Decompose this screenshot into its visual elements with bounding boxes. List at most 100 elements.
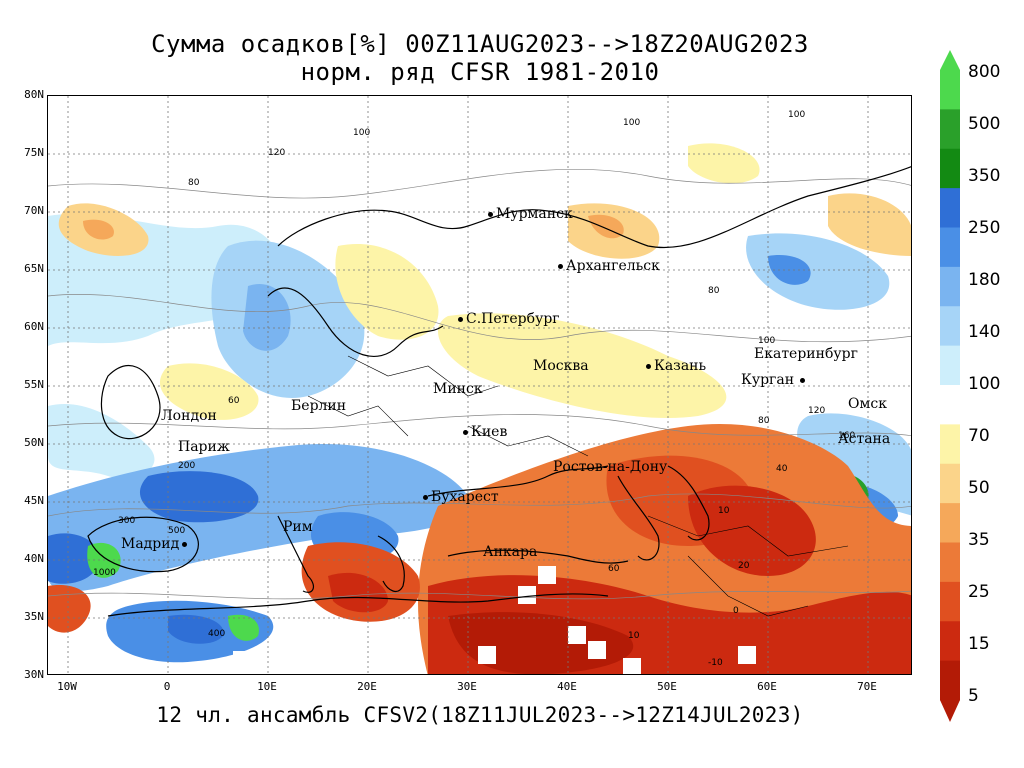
legend-swatch bbox=[940, 345, 960, 386]
contour-label: 80 bbox=[708, 286, 720, 296]
map-field bbox=[48, 96, 911, 674]
legend-swatch bbox=[940, 660, 960, 701]
lon-tick: 10E bbox=[257, 680, 277, 693]
city-rostov-on-don: Ростов-на-Дону bbox=[553, 459, 668, 475]
lat-tick: 55N bbox=[24, 378, 44, 391]
city-arkhangelsk: Архангельск bbox=[558, 258, 660, 274]
city-ankara: Анкара bbox=[483, 544, 538, 560]
city-dot-icon bbox=[182, 541, 188, 547]
contour-label: 500 bbox=[168, 526, 186, 536]
legend-swatch bbox=[940, 70, 960, 110]
legend-swatch bbox=[940, 621, 960, 662]
lat-tick: 40N bbox=[24, 552, 44, 565]
legend-swatch bbox=[940, 266, 960, 307]
contour-label: 100 bbox=[788, 110, 806, 120]
city-madrid: Мадрид bbox=[121, 536, 190, 552]
legend-swatch bbox=[940, 542, 960, 583]
map-title: Сумма осадков[%] 00Z11AUG2023-->18Z20AUG… bbox=[151, 30, 809, 58]
legend-label: 35 bbox=[968, 530, 990, 550]
city-kurgan: Курган bbox=[741, 372, 808, 388]
legend-swatch bbox=[940, 148, 960, 189]
legend-label: 15 bbox=[968, 634, 990, 654]
lat-tick: 75N bbox=[24, 146, 44, 159]
precipitation-map: 100 120 80 100 100 80 100 120 60 80 40 2… bbox=[47, 95, 912, 675]
lon-tick: 60E bbox=[757, 680, 777, 693]
contour-label: 40 bbox=[776, 464, 788, 474]
lon-tick: 70E bbox=[857, 680, 877, 693]
city-omsk: Омск bbox=[848, 396, 887, 412]
contour-label: 1000 bbox=[93, 568, 116, 578]
color-legend: 800 500 350 250 180 140 100 70 50 35 25 … bbox=[940, 50, 1024, 730]
contour-label: 120 bbox=[808, 406, 826, 416]
lat-tick: 30N bbox=[24, 668, 44, 681]
lat-tick: 35N bbox=[24, 610, 44, 623]
city-dot-icon bbox=[463, 429, 468, 435]
city-london: Лондон bbox=[161, 408, 217, 424]
city-murmansk: Мурманск bbox=[488, 206, 573, 222]
lat-tick: 45N bbox=[24, 494, 44, 507]
legend-down-arrow-icon bbox=[940, 700, 960, 722]
lon-tick: 40E bbox=[557, 680, 577, 693]
legend-label: 25 bbox=[968, 582, 990, 602]
contour-label: 20 bbox=[738, 561, 750, 571]
legend-label: 50 bbox=[968, 478, 990, 498]
city-dot-icon bbox=[800, 377, 806, 383]
contour-label: 80 bbox=[188, 178, 200, 188]
contour-label: 400 bbox=[208, 629, 226, 639]
contour-label: 60 bbox=[228, 396, 240, 406]
legend-swatch bbox=[940, 109, 960, 150]
contour-label: 10 bbox=[718, 506, 730, 516]
city-astana: Астана bbox=[838, 431, 891, 447]
contour-label: 100 bbox=[758, 336, 776, 346]
contour-label: 100 bbox=[353, 128, 371, 138]
contour-label: 0 bbox=[733, 606, 739, 616]
city-rome: Рим bbox=[283, 519, 313, 535]
legend-bar bbox=[940, 50, 960, 722]
lat-tick: 80N bbox=[24, 88, 44, 101]
lat-tick: 50N bbox=[24, 436, 44, 449]
legend-label: 70 bbox=[968, 426, 990, 446]
lon-tick: 50E bbox=[657, 680, 677, 693]
lat-tick: 65N bbox=[24, 262, 44, 275]
legend-swatch bbox=[940, 385, 960, 425]
lon-tick: 10W bbox=[57, 680, 77, 693]
legend-swatch bbox=[940, 227, 960, 268]
city-bucharest: Бухарест bbox=[423, 489, 499, 505]
contour-label: 100 bbox=[623, 118, 641, 128]
ensemble-caption: 12 чл. ансамбль CFSV2(18Z11JUL2023-->12Z… bbox=[156, 703, 804, 727]
city-dot-icon bbox=[458, 316, 463, 322]
city-berlin: Берлин bbox=[291, 398, 347, 414]
city-dot-icon bbox=[646, 363, 651, 369]
legend-label: 100 bbox=[968, 374, 1001, 394]
contour-label: -10 bbox=[708, 658, 723, 668]
city-minsk: Минск bbox=[433, 381, 483, 397]
city-kazan: Казань bbox=[646, 358, 706, 374]
city-dot-icon bbox=[423, 494, 428, 500]
legend-swatch bbox=[940, 503, 960, 543]
legend-label: 350 bbox=[968, 166, 1001, 186]
lon-tick: 30E bbox=[457, 680, 477, 693]
legend-label: 800 bbox=[968, 62, 1001, 82]
lon-tick: 20E bbox=[357, 680, 377, 693]
lon-tick: 0 bbox=[163, 680, 171, 693]
legend-label: 5 bbox=[968, 686, 979, 706]
legend-swatch bbox=[940, 188, 960, 228]
contour-label: 80 bbox=[758, 416, 770, 426]
contour-label: 200 bbox=[178, 461, 196, 471]
lat-tick: 70N bbox=[24, 204, 44, 217]
legend-label: 250 bbox=[968, 218, 1001, 238]
contour-label: 120 bbox=[268, 148, 286, 158]
legend-swatch bbox=[940, 463, 960, 504]
legend-swatch bbox=[940, 424, 960, 465]
lat-tick: 60N bbox=[24, 320, 44, 333]
legend-label: 500 bbox=[968, 114, 1001, 134]
city-st-petersburg: С.Петербург bbox=[458, 311, 560, 327]
city-moscow: Москва bbox=[533, 358, 589, 374]
map-subtitle: норм. ряд CFSR 1981-2010 bbox=[300, 58, 660, 86]
contour-label: 60 bbox=[608, 564, 620, 574]
legend-swatch bbox=[940, 306, 960, 347]
legend-label: 180 bbox=[968, 270, 1001, 290]
legend-label: 140 bbox=[968, 322, 1001, 342]
legend-up-arrow-icon bbox=[940, 50, 960, 70]
contour-label: 160 bbox=[838, 431, 856, 441]
